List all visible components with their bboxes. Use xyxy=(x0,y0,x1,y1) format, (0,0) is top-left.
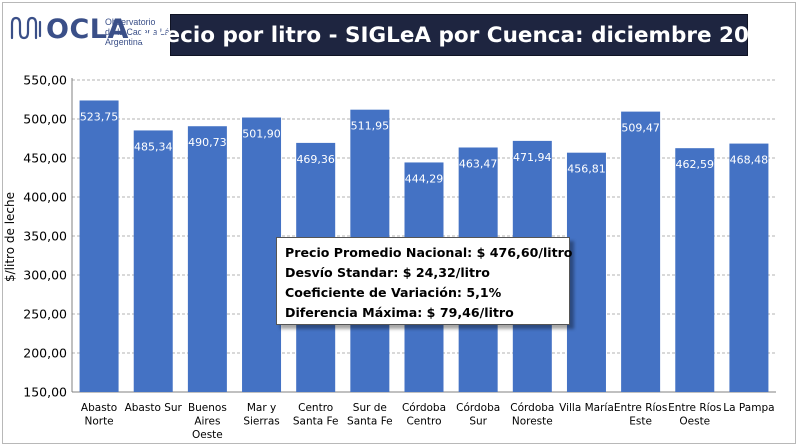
chart-title: Precio por litro - SIGLeA por Cuenca: di… xyxy=(139,22,779,48)
data-label: 471,94 xyxy=(513,151,552,164)
stats-box: Precio Promedio Nacional: $ 476,60/litro… xyxy=(276,237,573,325)
y-tick-label: 250,00 xyxy=(23,307,67,322)
x-tick-label: Aires xyxy=(194,416,220,428)
y-tick-label: 350,00 xyxy=(23,229,67,244)
chart-title-box: Precio por litro - SIGLeA por Cuenca: di… xyxy=(139,14,779,56)
x-tick-label: Córdoba xyxy=(510,402,554,414)
bar xyxy=(79,100,119,392)
bar xyxy=(675,148,715,392)
y-axis-label: $/litro de leche xyxy=(3,192,17,282)
bar xyxy=(242,117,282,392)
x-tick-label: Santa Fe xyxy=(347,416,393,428)
x-tick-label: Entre Ríos xyxy=(668,402,721,414)
x-tick-label: Este xyxy=(629,416,652,428)
y-tick-label: 150,00 xyxy=(23,385,67,400)
x-tick-label: Norte xyxy=(84,416,113,428)
x-tick-label: Sierras xyxy=(243,416,279,428)
data-label: 511,95 xyxy=(351,120,390,133)
stats-line-desvio: Desvío Standar: $ 24,32/litro xyxy=(285,265,490,280)
data-label: 523,75 xyxy=(80,110,119,123)
x-tick-label: Sur xyxy=(469,416,487,428)
logo-subtitle-line: Observatorio xyxy=(105,17,156,27)
x-tick-label: Córdoba xyxy=(456,402,500,414)
bar xyxy=(566,152,606,392)
x-tick-label: Abasto xyxy=(81,402,117,414)
data-label: 469,36 xyxy=(296,153,335,166)
x-tick-label: Centro xyxy=(406,416,441,428)
x-tick-label: Abasto Sur xyxy=(125,402,183,414)
data-label: 463,47 xyxy=(459,157,498,170)
x-tick-label: Santa Fe xyxy=(293,416,339,428)
logo-subtitle-line: Argentina xyxy=(105,37,143,47)
x-tick-label: Centro xyxy=(298,402,333,414)
bar xyxy=(187,126,227,393)
y-tick-label: 550,00 xyxy=(23,73,67,88)
x-tick-label: Oeste xyxy=(679,416,710,428)
data-label: 468,48 xyxy=(730,154,769,167)
data-label: 485,34 xyxy=(134,140,173,153)
data-label: 509,47 xyxy=(621,122,660,135)
y-tick-label: 300,00 xyxy=(23,268,67,283)
ocla-logo: OCLA Observatorio de la Cadena Láctea Ar… xyxy=(8,12,186,52)
logo-subtitle-line: de la Cadena Láctea xyxy=(105,27,187,37)
bar xyxy=(133,130,173,392)
data-label: 462,59 xyxy=(676,158,715,171)
stats-line-diferencia: Diferencia Máxima: $ 79,46/litro xyxy=(285,305,514,320)
ocla-wave-icon xyxy=(10,16,42,40)
y-tick-label: 450,00 xyxy=(23,151,67,166)
x-tick-label: Buenos xyxy=(188,402,227,414)
stats-line-coeficiente: Coeficiente de Variación: 5,1% xyxy=(285,285,502,300)
y-tick-label: 400,00 xyxy=(23,190,67,205)
x-tick-label: Sur de xyxy=(353,402,387,414)
x-tick-label: Córdoba xyxy=(402,402,446,414)
data-label: 456,81 xyxy=(567,163,606,176)
x-tick-label: Noreste xyxy=(512,416,553,428)
data-label: 444,29 xyxy=(405,172,444,185)
x-tick-label: Entre Ríos xyxy=(614,402,667,414)
y-tick-label: 200,00 xyxy=(23,346,67,361)
x-tick-label: Oeste xyxy=(192,429,223,441)
x-tick-label: La Pampa xyxy=(723,402,774,414)
data-label: 501,90 xyxy=(242,128,281,141)
data-label: 490,73 xyxy=(188,136,227,149)
bar xyxy=(621,111,661,392)
stats-line-promedio: Precio Promedio Nacional: $ 476,60/litro xyxy=(285,245,573,260)
y-tick-label: 500,00 xyxy=(23,112,67,127)
x-tick-label: Mar y xyxy=(247,402,276,414)
logo-wordmark: OCLA xyxy=(46,14,129,45)
x-tick-label: Villa María xyxy=(559,402,614,414)
bar xyxy=(729,143,769,392)
